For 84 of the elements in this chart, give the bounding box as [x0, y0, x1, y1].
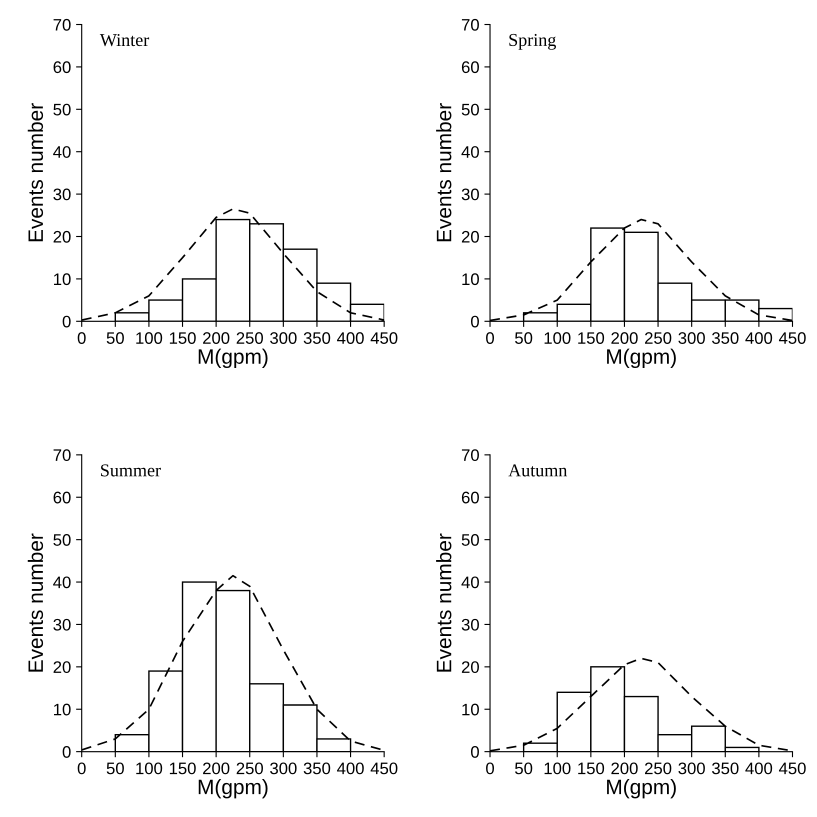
x-tick-label: 350: [712, 332, 739, 344]
y-tick-label: 70: [54, 18, 71, 31]
y-tick-label: 20: [462, 661, 479, 674]
y-tick-label: 50: [462, 534, 479, 546]
x-tick-label: 450: [778, 762, 806, 774]
x-tick-label: 0: [486, 332, 494, 344]
x-tick-label: 400: [337, 762, 364, 774]
y-tick-label: 60: [54, 492, 71, 504]
y-tick-label: 10: [54, 704, 71, 716]
y-tick-label: 0: [62, 746, 71, 758]
y-tick-label: 40: [461, 576, 479, 588]
x-tick-label: 100: [136, 762, 162, 774]
x-axis-title: M(gpm): [607, 348, 676, 368]
y-tick-label: 30: [53, 188, 71, 200]
y-tick-label: 10: [462, 704, 479, 716]
y-tick-label: 30: [462, 618, 479, 631]
chart-title: Winter: [100, 34, 150, 46]
y-tick-label: 60: [462, 61, 479, 74]
x-tick-label: 0: [78, 332, 86, 344]
x-tick-label: 250: [645, 332, 672, 344]
x-tick-label: 50: [106, 762, 124, 774]
x-tick-label: 200: [611, 762, 638, 774]
y-tick-label: 0: [470, 746, 479, 758]
x-tick-label: 350: [304, 762, 330, 774]
x-tick-label: 150: [578, 332, 604, 344]
x-tick-label: 0: [486, 762, 494, 774]
x-tick-label: 450: [370, 332, 398, 344]
y-tick-label: 70: [462, 18, 479, 31]
y-tick-label: 0: [470, 316, 479, 328]
x-tick-label: 200: [611, 332, 638, 344]
y-tick-label: 40: [461, 146, 479, 158]
x-tick-label: 100: [544, 332, 570, 344]
y-tick-label: 50: [53, 534, 71, 546]
x-tick-label: 150: [578, 762, 604, 774]
x-tick-label: 250: [236, 762, 263, 774]
x-axis-title: M(gpm): [198, 348, 268, 368]
x-axis-title: M(gpm): [607, 778, 676, 798]
x-tick-label: 50: [515, 762, 532, 774]
x-tick-label: 150: [170, 332, 196, 344]
x-tick-label: 400: [745, 332, 772, 344]
x-axis-title: M(gpm): [198, 778, 268, 798]
y-axis-title: Events number: [436, 103, 452, 242]
x-tick-label: 300: [270, 332, 297, 344]
y-axis-title: Events number: [28, 103, 44, 242]
x-tick-label: 50: [106, 332, 124, 344]
x-tick-label: 450: [778, 332, 806, 344]
y-tick-label: 40: [53, 576, 71, 588]
y-tick-label: 10: [54, 273, 71, 286]
y-tick-label: 0: [62, 316, 71, 328]
x-tick-label: 50: [515, 332, 532, 344]
y-tick-label: 30: [53, 618, 71, 631]
x-tick-label: 200: [203, 332, 230, 344]
x-tick-label: 450: [370, 762, 398, 774]
y-tick-label: 70: [54, 449, 71, 462]
y-tick-label: 70: [462, 449, 479, 462]
y-axis-title: Events number: [28, 534, 44, 672]
x-tick-label: 400: [337, 332, 364, 344]
x-tick-label: 100: [136, 332, 162, 344]
y-tick-label: 30: [462, 188, 479, 200]
y-axis-title: Events number: [436, 534, 452, 672]
x-tick-label: 0: [78, 762, 86, 774]
x-tick-label: 400: [745, 762, 772, 774]
y-tick-label: 60: [462, 492, 479, 504]
y-tick-label: 50: [53, 104, 71, 116]
x-tick-label: 200: [203, 762, 230, 774]
y-tick-label: 10: [462, 273, 479, 286]
chart-title: Summer: [101, 464, 161, 476]
x-tick-label: 100: [544, 762, 570, 774]
chart-title: Autumn: [508, 464, 568, 476]
y-tick-label: 40: [53, 146, 71, 158]
x-tick-label: 250: [236, 332, 263, 344]
x-tick-label: 250: [645, 762, 672, 774]
x-tick-label: 300: [270, 762, 297, 774]
x-tick-label: 300: [678, 762, 705, 774]
y-tick-label: 20: [54, 230, 71, 243]
y-tick-label: 50: [462, 104, 479, 116]
x-tick-label: 350: [712, 762, 739, 774]
y-tick-label: 20: [462, 230, 479, 243]
y-tick-label: 20: [54, 661, 71, 674]
y-tick-label: 60: [54, 61, 71, 74]
chart-title: Spring: [509, 34, 556, 50]
x-tick-label: 150: [170, 762, 196, 774]
x-tick-label: 300: [678, 332, 705, 344]
x-tick-label: 350: [304, 332, 330, 344]
